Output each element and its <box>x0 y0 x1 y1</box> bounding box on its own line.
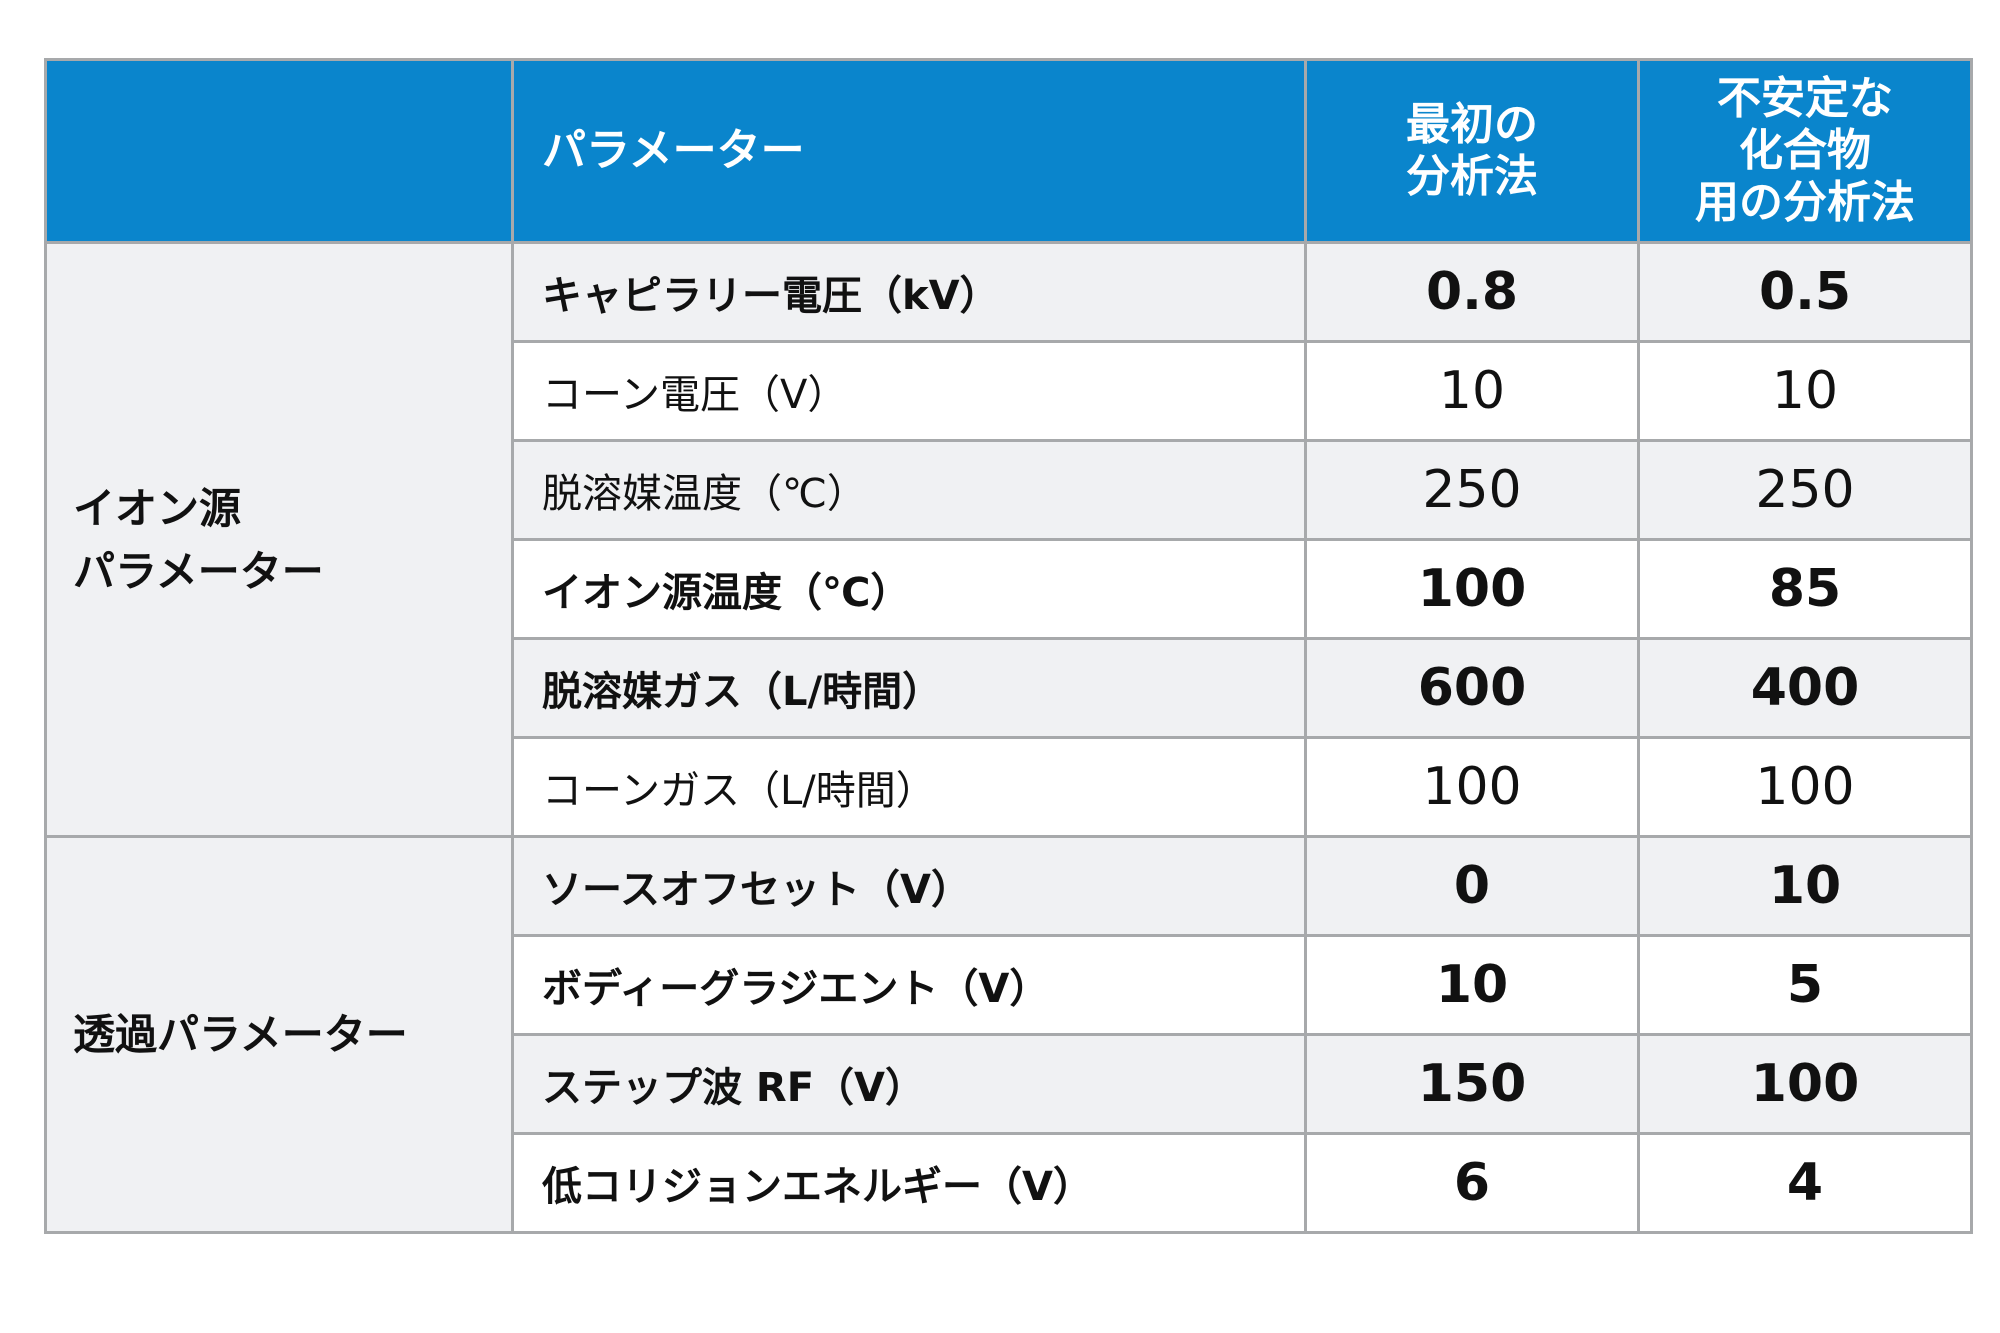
header-initial-line: 分析法 <box>1406 151 1538 202</box>
labile-method-value: 4 <box>1637 1132 1973 1234</box>
initial-method-value: 0 <box>1304 835 1640 937</box>
initial-method-value: 100 <box>1304 538 1640 640</box>
table-row: コーン電圧（V） 10 10 <box>46 340 1973 442</box>
labile-method-value: 10 <box>1637 835 1973 937</box>
table-row: ボディーグラジエント（V） 10 5 <box>46 934 1973 1036</box>
parameter-name: 低コリジョンエネルギー（V） <box>511 1132 1307 1234</box>
initial-method-value: 0.8 <box>1304 241 1640 343</box>
parameter-name: 脱溶媒温度（℃） <box>511 439 1307 541</box>
table-row: コーンガス（L/時間） 100 100 <box>46 736 1973 838</box>
table-row: イオン源 パラメーター キャピラリー電圧（kV） 0.8 0.5 <box>44 241 1973 838</box>
table-row: ステップ波 RF（V） 150 100 <box>46 1033 1973 1135</box>
table-row: 脱溶媒温度（℃） 250 250 <box>46 439 1973 541</box>
labile-method-value: 100 <box>1637 736 1973 838</box>
initial-method-value: 600 <box>1304 637 1640 739</box>
header-labile-line: 不安定な <box>1717 73 1893 125</box>
parameter-name: コーンガス（L/時間） <box>511 736 1307 838</box>
header-group-cell <box>44 58 514 244</box>
parameter-name: ボディーグラジエント（V） <box>511 934 1307 1036</box>
header-parameter: パラメーター <box>511 58 1307 244</box>
parameter-name: キャピラリー電圧（kV） <box>511 241 1307 343</box>
labile-method-value: 400 <box>1637 637 1973 739</box>
initial-method-value: 150 <box>1304 1033 1640 1135</box>
labile-method-value: 100 <box>1637 1033 1973 1135</box>
header-labile-line: 用の分析法 <box>1695 176 1915 228</box>
table-row: イオン源温度（℃） 100 85 <box>46 538 1973 640</box>
table-body: イオン源 パラメーター キャピラリー電圧（kV） 0.8 0.5 コーン電圧（V） 10 1… <box>44 241 1973 1234</box>
labile-method-value: 0.5 <box>1637 241 1973 343</box>
table-row: 透過パラメーター ソースオフセット（V） 0 10 <box>44 835 1973 1234</box>
parameter-name: イオン源温度（℃） <box>511 538 1307 640</box>
initial-method-value: 250 <box>1304 439 1640 541</box>
parameter-name: 脱溶媒ガス（L/時間） <box>511 637 1307 739</box>
labile-method-value: 10 <box>1637 340 1973 442</box>
group-label: 透過パラメーター <box>44 835 514 1234</box>
initial-method-value: 10 <box>1304 934 1640 1036</box>
parameter-name: ソースオフセット（V） <box>511 835 1307 937</box>
parameter-name: ステップ波 RF（V） <box>511 1033 1307 1135</box>
header-row: パラメーター 最初の 分析法 不安定な 化合物 用の分析法 <box>44 58 1973 244</box>
header-labile-line: 化合物 <box>1739 125 1871 177</box>
labile-method-value: 5 <box>1637 934 1973 1036</box>
initial-method-value: 100 <box>1304 736 1640 838</box>
header-initial-line: 最初の <box>1406 99 1538 151</box>
group-label: イオン源 パラメーター <box>44 241 514 838</box>
header-labile-method: 不安定な 化合物 用の分析法 <box>1637 58 1973 244</box>
labile-method-value: 85 <box>1637 538 1973 640</box>
initial-method-value: 6 <box>1304 1132 1640 1234</box>
parameter-name: コーン電圧（V） <box>511 340 1307 442</box>
header-initial-method: 最初の 分析法 <box>1304 58 1640 244</box>
table-row: 低コリジョンエネルギー（V） 6 4 <box>46 1132 1973 1234</box>
table-row: 脱溶媒ガス（L/時間） 600 400 <box>46 637 1973 739</box>
parameter-table: パラメーター 最初の 分析法 不安定な 化合物 用の分析法 イオン源 パラメータ… <box>44 58 1973 1234</box>
initial-method-value: 10 <box>1304 340 1640 442</box>
labile-method-value: 250 <box>1637 439 1973 541</box>
